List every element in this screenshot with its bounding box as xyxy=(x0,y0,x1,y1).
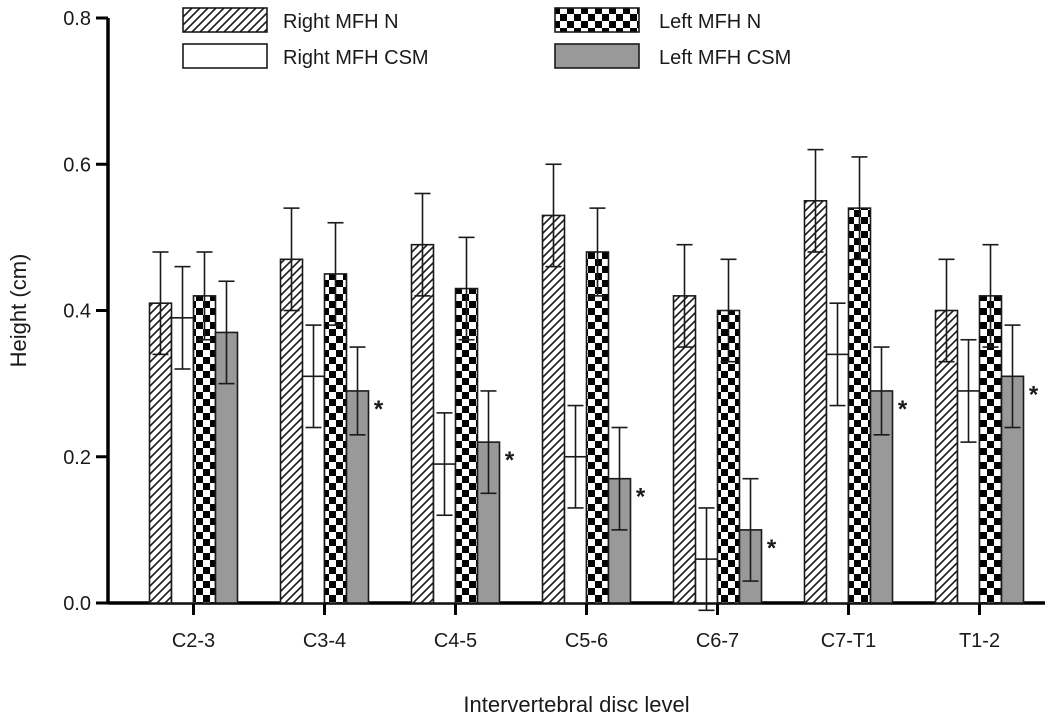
legend-label: Right MFH N xyxy=(283,11,399,33)
y-tick-label: 0.8 xyxy=(63,8,91,30)
x-tick-label: C5-6 xyxy=(565,630,608,652)
y-tick-label: 0.0 xyxy=(63,593,91,615)
x-axis: C2-3 C3-4 C4-5 C5-6 C6-7 C7-T1 T1-2 xyxy=(108,601,1045,652)
significance-star: * xyxy=(1029,381,1039,408)
x-tick-label: T1-2 xyxy=(959,630,1000,652)
significance-star: * xyxy=(767,535,777,562)
y-tick-label: 0.6 xyxy=(63,154,91,176)
y-tick-label: 0.4 xyxy=(63,301,91,323)
significance-star: * xyxy=(898,396,908,423)
y-axis: 0.0 0.2 0.4 0.6 0.8 xyxy=(63,8,110,615)
bar xyxy=(410,243,435,604)
y-axis-title: Height (cm) xyxy=(6,254,31,368)
legend-label: Left MFH CSM xyxy=(659,47,791,69)
bars-layer: *********** xyxy=(148,148,1039,612)
x-tick-label: C6-7 xyxy=(696,630,739,652)
bar xyxy=(541,214,566,604)
legend-label: Right MFH CSM xyxy=(283,47,429,69)
significance-star: * xyxy=(505,447,515,474)
significance-star: * xyxy=(374,396,384,423)
legend-label: Left MFH N xyxy=(659,11,761,33)
bar xyxy=(847,207,872,604)
x-axis-title: Intervertebral disc level xyxy=(463,692,689,717)
y-tick-label: 0.2 xyxy=(63,447,91,469)
x-tick-label: C7-T1 xyxy=(821,630,877,652)
legend-swatch xyxy=(182,7,268,33)
legend-swatch xyxy=(182,43,268,69)
significance-star: * xyxy=(636,484,646,511)
x-tick-label: C3-4 xyxy=(303,630,346,652)
bar xyxy=(585,251,610,604)
x-tick-label: C2-3 xyxy=(172,630,215,652)
bar xyxy=(803,200,828,604)
bar xyxy=(192,295,217,604)
legend: Right MFH N Right MFH CSM Left MFH N Left M… xyxy=(182,7,791,69)
legend-swatch xyxy=(554,43,640,69)
x-tick-label: C4-5 xyxy=(434,630,477,652)
legend-swatch xyxy=(554,7,640,33)
